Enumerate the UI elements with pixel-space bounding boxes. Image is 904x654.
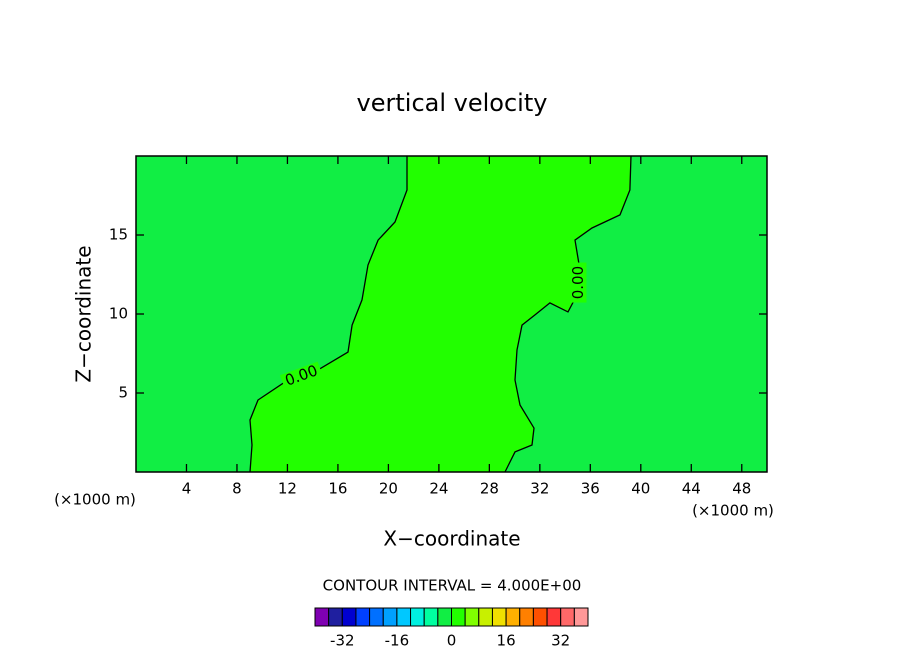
colorbar-swatch: [532, 607, 548, 627]
contour-label: 0.00: [569, 266, 587, 299]
colorbar-tick-label: -32: [330, 632, 355, 650]
field-above: [249, 156, 631, 472]
contour-line: [249, 156, 408, 473]
colorbar-swatch: [355, 607, 371, 627]
colorbar-swatch: [314, 607, 330, 627]
colorbar-tick-label: 16: [497, 632, 516, 650]
colorbar-swatch: [396, 607, 412, 627]
colorbar-swatch: [382, 607, 398, 627]
x-unit-label: (×1000 m): [692, 502, 774, 520]
colorbar-swatch: [410, 607, 425, 627]
colorbar-swatch: [341, 607, 357, 627]
colorbar-swatch: [369, 607, 384, 627]
colorbar-tick-label: 0: [447, 632, 457, 650]
y-tick-label: 10: [109, 305, 128, 323]
colorbar-swatch: [478, 607, 493, 627]
colorbar-tick-label: -16: [385, 632, 410, 650]
x-tick-label: 4: [182, 480, 192, 498]
x-unit-label: (×1000 m): [54, 491, 136, 509]
contour-label-bg: [570, 262, 587, 303]
x-tick-label: 28: [480, 480, 499, 498]
colorbar-swatch: [328, 607, 343, 627]
colorbar-swatch: [451, 607, 466, 627]
x-tick-label: 12: [278, 480, 297, 498]
x-tick-label: 48: [732, 480, 751, 498]
y-tick-label: 15: [109, 226, 128, 244]
x-tick-label: 24: [429, 480, 448, 498]
contour-line: [504, 155, 632, 473]
x-tick-label: 16: [328, 480, 347, 498]
x-axis-label: X−coordinate: [383, 527, 520, 551]
x-tick-label: 40: [631, 480, 650, 498]
chart-title: vertical velocity: [357, 89, 548, 117]
colorbar-swatch: [573, 607, 589, 627]
y-tick-label: 5: [118, 384, 128, 402]
colorbar-swatch: [519, 607, 534, 627]
contour-label-bg: [279, 361, 324, 391]
colorbar-swatch: [546, 607, 562, 627]
colorbar-swatch: [505, 607, 521, 627]
colorbar-swatch: [437, 607, 453, 627]
x-tick-label: 44: [682, 480, 701, 498]
contour-interval: CONTOUR INTERVAL = 4.000E+00: [323, 577, 582, 595]
colorbar-swatch: [560, 607, 575, 627]
x-tick-label: 32: [530, 480, 549, 498]
colorbar-swatch: [423, 607, 439, 627]
y-axis-label: Z−coordinate: [72, 245, 96, 382]
colorbar-swatch: [491, 607, 507, 627]
x-tick-label: 8: [232, 480, 242, 498]
x-tick-label: 36: [581, 480, 600, 498]
colorbar-tick-label: 32: [551, 632, 570, 650]
x-tick-label: 20: [379, 480, 398, 498]
colorbar-swatch: [464, 607, 480, 627]
